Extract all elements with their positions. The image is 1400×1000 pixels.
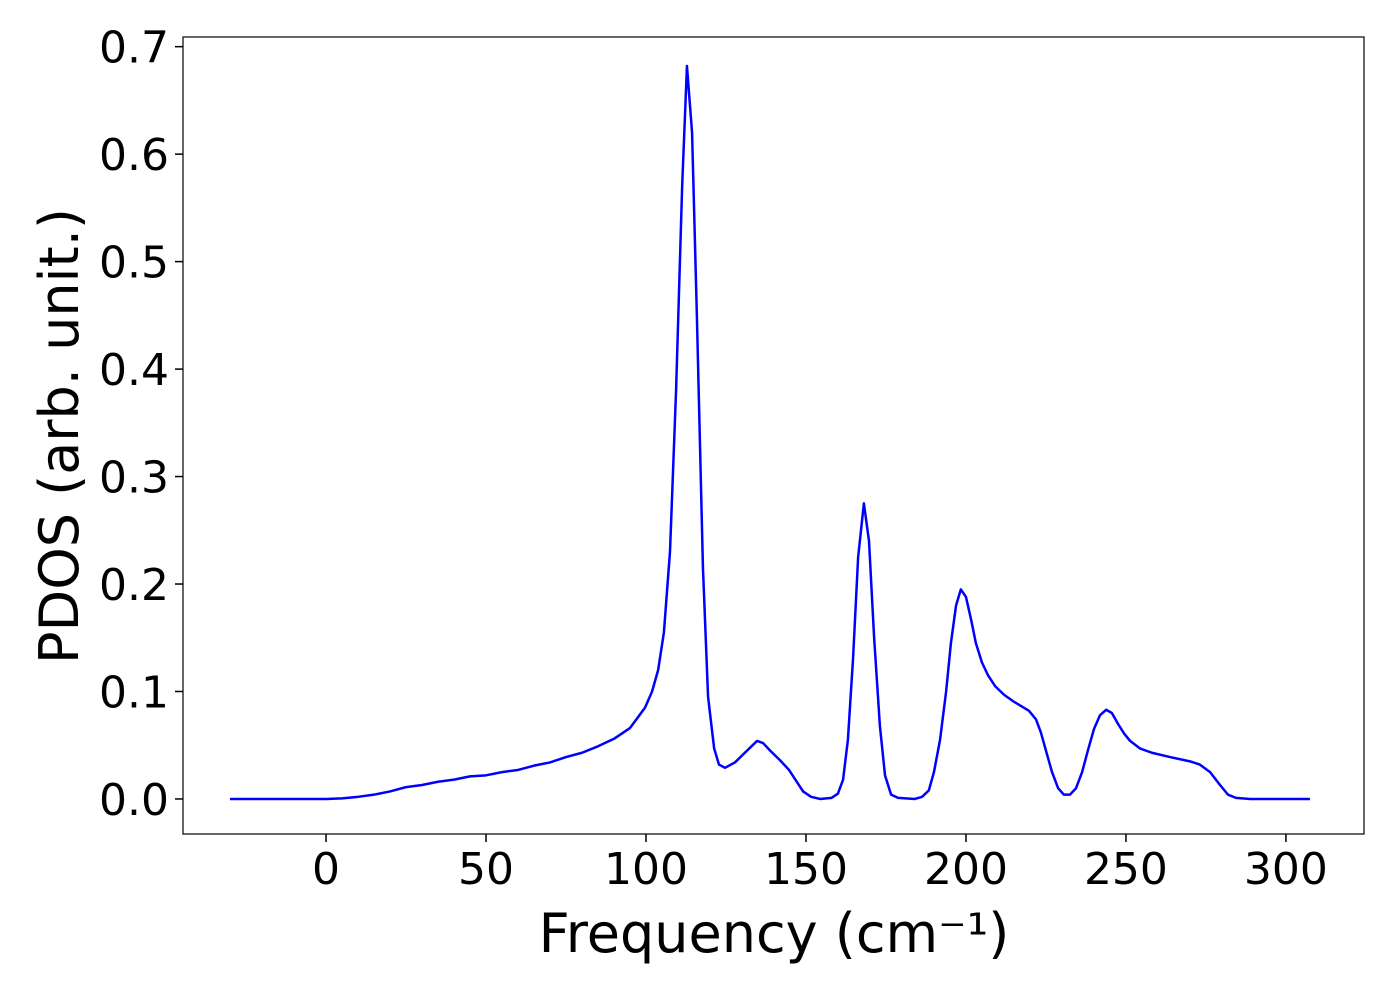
x-tick-label: 150: [764, 844, 848, 895]
x-tick-label: 0: [312, 844, 340, 895]
plot-frame: [182, 36, 1365, 835]
x-tick-label: 300: [1244, 844, 1328, 895]
y-tick-label: 0.0: [99, 775, 169, 826]
y-tick-label: 0.2: [99, 560, 169, 611]
y-tick-label: 0.7: [99, 23, 169, 74]
line: [230, 64, 1310, 801]
x-tick-label: 50: [458, 844, 514, 895]
x-axis-label: Frequency (cm⁻¹): [539, 902, 1010, 965]
y-tick-label: 0.3: [99, 453, 169, 504]
y-tick-label: 0.1: [99, 667, 169, 718]
x-tick-label: 100: [604, 844, 688, 895]
y-tick-label: 0.5: [99, 238, 169, 289]
y-tick-label: 0.6: [99, 130, 169, 181]
y-tick-label: 0.4: [99, 345, 169, 396]
y-axis-label: PDOS (arb. unit.): [28, 208, 91, 664]
x-tick-label: 200: [924, 844, 1008, 895]
x-tick-label: 250: [1084, 844, 1168, 895]
